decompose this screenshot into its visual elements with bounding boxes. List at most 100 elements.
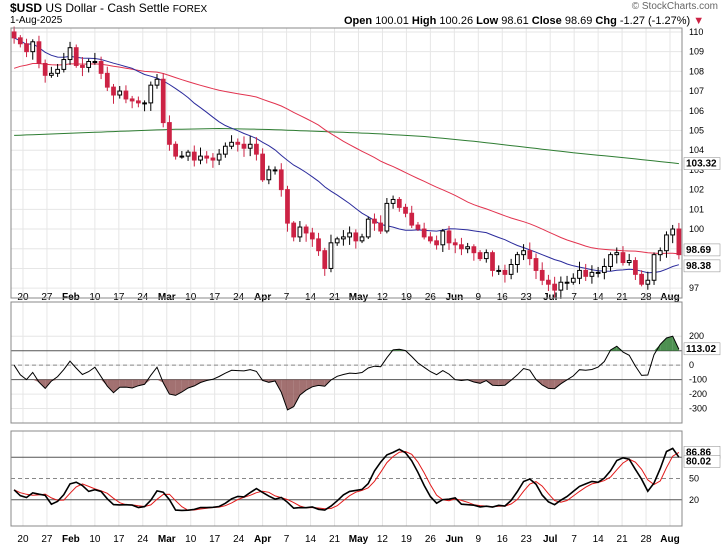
candle-body	[657, 250, 663, 256]
x-tick-label: Mar	[158, 292, 176, 303]
candle-body	[129, 98, 135, 102]
cci-negative-fill	[306, 379, 313, 391]
candle-body	[639, 273, 644, 285]
candle-body	[626, 260, 632, 264]
cci-frame	[10, 301, 683, 424]
candle-body	[539, 269, 545, 281]
cci-negative-fill	[181, 379, 189, 393]
cci-positive-fill	[616, 346, 623, 351]
candle-body	[285, 189, 290, 224]
x-tick-label: 20	[17, 292, 29, 303]
x-tick-label: 23	[521, 292, 533, 303]
cci-negative-fill	[275, 379, 282, 393]
x-tick-label: 26	[425, 534, 437, 545]
x-tick-label: 7	[284, 292, 290, 303]
cci-negative-fill	[206, 379, 213, 381]
stoch-k-value-tag-box	[683, 446, 721, 459]
x-tick-label: Apr	[254, 534, 271, 545]
x-tick-label: Feb	[62, 534, 80, 545]
candle-body	[266, 169, 272, 181]
candle-body	[254, 143, 259, 155]
x-tick-label: Jun	[445, 292, 463, 303]
candle-body	[409, 212, 415, 226]
price-tick-label: 97	[689, 283, 699, 293]
x-tick-label: 16	[497, 534, 509, 545]
candle-body	[440, 230, 446, 246]
cci-negative-fill	[163, 379, 170, 395]
x-tick-label: Jul	[543, 534, 558, 545]
ma-short-line	[13, 37, 680, 274]
x-tick-label: 10	[185, 534, 197, 545]
cci-negative-fill	[560, 379, 568, 384]
candle-body	[98, 61, 104, 74]
candle-body	[303, 226, 309, 234]
candle-body	[17, 37, 23, 45]
candle-body	[421, 228, 427, 238]
close-value: 98.69	[564, 15, 593, 27]
cci-value-tag: 113.02	[686, 344, 716, 355]
cci-negative-fill	[188, 379, 195, 388]
stoch-frame	[10, 430, 683, 527]
candle-body	[80, 64, 85, 68]
ohlc-readout: Open 100.01 High 100.26 Low 98.61 Close …	[344, 15, 704, 27]
candle-body	[384, 202, 390, 232]
candle-body	[359, 236, 365, 242]
x-tick-label: 17	[209, 534, 221, 545]
candle-body	[664, 234, 669, 252]
candle-body	[260, 153, 265, 181]
candle-body	[608, 254, 613, 267]
cci-negative-fill	[194, 379, 201, 386]
x-tick-label: Mar	[158, 534, 176, 545]
cci-value-tag-box	[683, 342, 721, 356]
candle-body	[136, 100, 141, 104]
candle-body	[614, 252, 620, 256]
candle-body	[428, 236, 433, 242]
low-value: 98.61	[501, 15, 529, 27]
candle-body	[415, 224, 421, 230]
cci-negative-fill	[138, 379, 145, 386]
x-tick-label: 7	[571, 534, 577, 545]
candle-body	[278, 169, 284, 191]
candle-body	[633, 260, 638, 275]
candle-body	[502, 269, 508, 275]
last-price-tag: 98.69	[686, 245, 711, 256]
candle-body	[142, 102, 147, 105]
x-tick-label: 10	[89, 534, 101, 545]
price-tick-label: 102	[689, 185, 704, 195]
price-panel: 9798991001011021031041051061071081091102…	[10, 26, 721, 303]
x-tick-label: Aug	[660, 534, 679, 545]
price-tick-label: 109	[689, 47, 704, 57]
x-tick-label: 17	[209, 292, 221, 303]
candle-body	[341, 236, 346, 240]
cci-negative-fill	[467, 379, 474, 383]
cci-negative-fill	[113, 379, 120, 393]
candle-body	[185, 151, 191, 157]
candle-body	[309, 232, 315, 240]
x-tick-label: 21	[329, 292, 341, 303]
candle-body	[24, 43, 29, 53]
candle-body	[247, 143, 253, 149]
candle-body	[583, 269, 589, 277]
candle-body	[334, 238, 340, 244]
ma-short-value-tag: 98.38	[686, 261, 711, 272]
cci-negative-fill	[256, 379, 263, 381]
cci-negative-fill	[548, 379, 555, 389]
cci-negative-fill	[511, 379, 518, 381]
x-tick-label: Apr	[254, 292, 271, 303]
cci-negative-fill	[200, 379, 207, 383]
candle-body	[434, 240, 439, 246]
candle-body	[322, 250, 328, 269]
cci-positive-fill	[654, 344, 661, 351]
x-tick-label: Feb	[62, 292, 80, 303]
x-tick-label: May	[349, 292, 369, 303]
x-tick-label: 21	[617, 534, 629, 545]
x-tick-label: 14	[305, 534, 317, 545]
candle-body	[191, 151, 197, 161]
candle-body	[160, 78, 166, 124]
price-tick-label: 106	[689, 106, 704, 116]
x-tick-label: 10	[185, 292, 197, 303]
candle-body	[179, 155, 185, 158]
x-tick-label: 24	[137, 292, 149, 303]
stoch-tick-label: 80	[689, 452, 699, 462]
x-tick-label: 28	[640, 292, 652, 303]
